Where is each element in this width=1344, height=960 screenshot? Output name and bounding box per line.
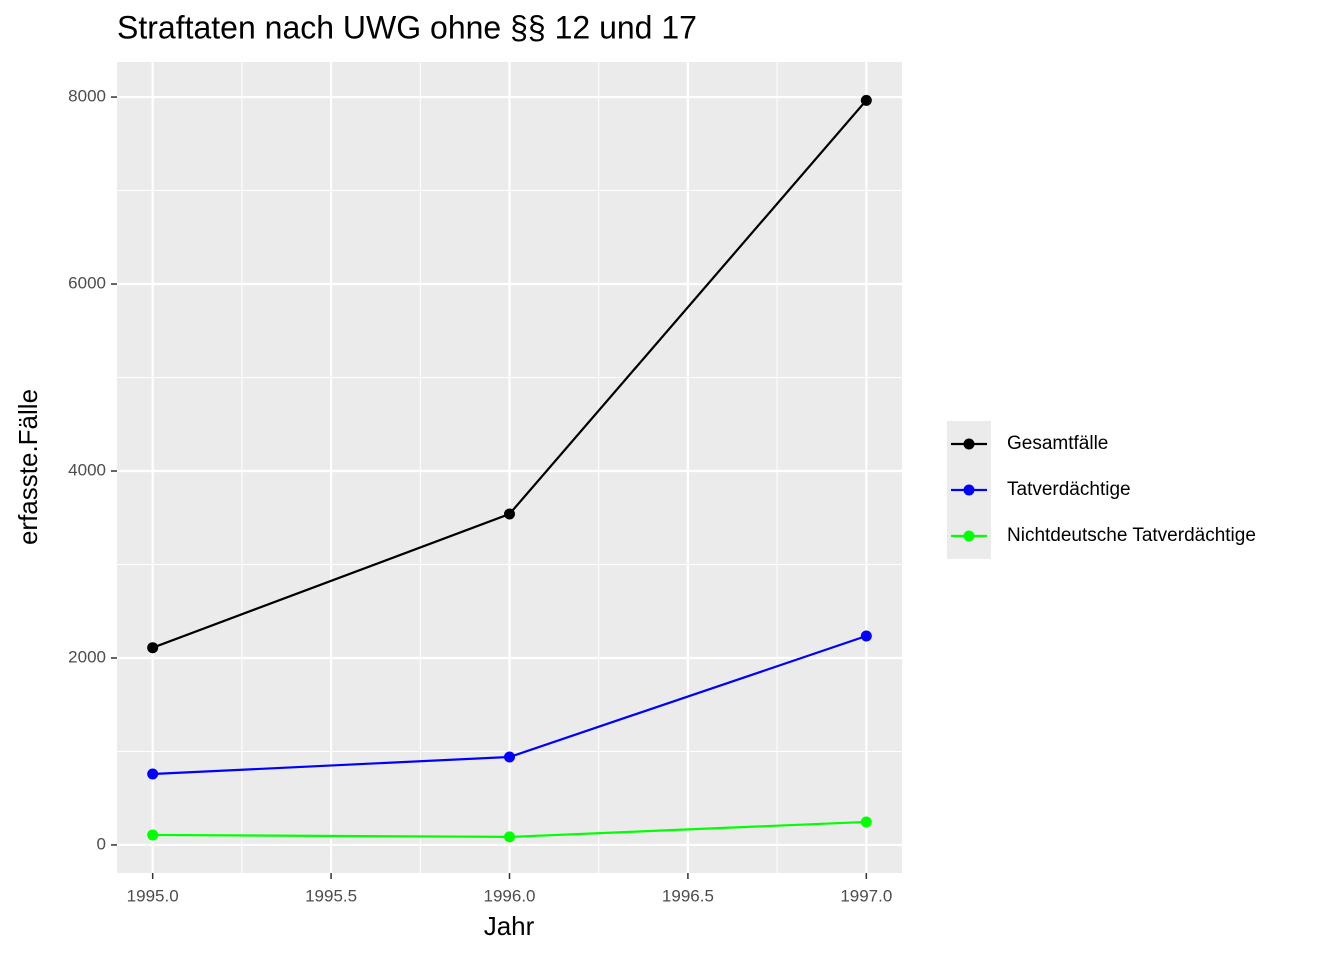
legend-key-point — [963, 530, 975, 542]
grid: 0 2000 4000 6000 8000 1995.0 1995.5 1996.0 1996.… — [68, 62, 902, 905]
legend-label: Tatverdächtige — [1007, 479, 1131, 500]
x-tick-label: 1997.0 — [840, 886, 892, 905]
x-axis-title: Jahr — [484, 911, 535, 941]
data-point — [147, 829, 159, 841]
data-point — [860, 630, 872, 642]
data-point — [147, 768, 159, 780]
y-tick-label: 6000 — [68, 274, 106, 293]
legend-key-point — [963, 484, 975, 496]
y-axis-title: erfasste.Fälle — [13, 389, 43, 545]
legend-key-point — [963, 438, 975, 450]
legend: Gesamtfälle Tatverdächtige Nichtdeutsche T… — [947, 421, 1256, 559]
x-tick-label: 1995.0 — [127, 886, 179, 905]
y-tick-label: 0 — [97, 834, 106, 853]
data-point — [504, 751, 515, 763]
y-tick-label: 8000 — [68, 87, 106, 106]
chart-title: Straftaten nach UWG ohne §§ 12 und 17 — [117, 9, 697, 45]
legend-label: Nichtdeutsche Tatverdächtige — [1007, 525, 1256, 546]
data-point — [860, 94, 872, 106]
x-tick-label: 1995.5 — [305, 886, 357, 905]
x-tick-label: 1996.5 — [662, 886, 714, 905]
data-point — [504, 831, 515, 843]
x-tick-label: 1996.0 — [484, 886, 536, 905]
y-tick-label: 2000 — [68, 647, 106, 666]
data-point — [504, 508, 515, 520]
data-point — [147, 642, 159, 654]
marks — [147, 94, 872, 843]
data-point — [860, 816, 872, 828]
legend-label: Gesamtfälle — [1007, 433, 1108, 454]
y-tick-label: 4000 — [68, 460, 106, 479]
